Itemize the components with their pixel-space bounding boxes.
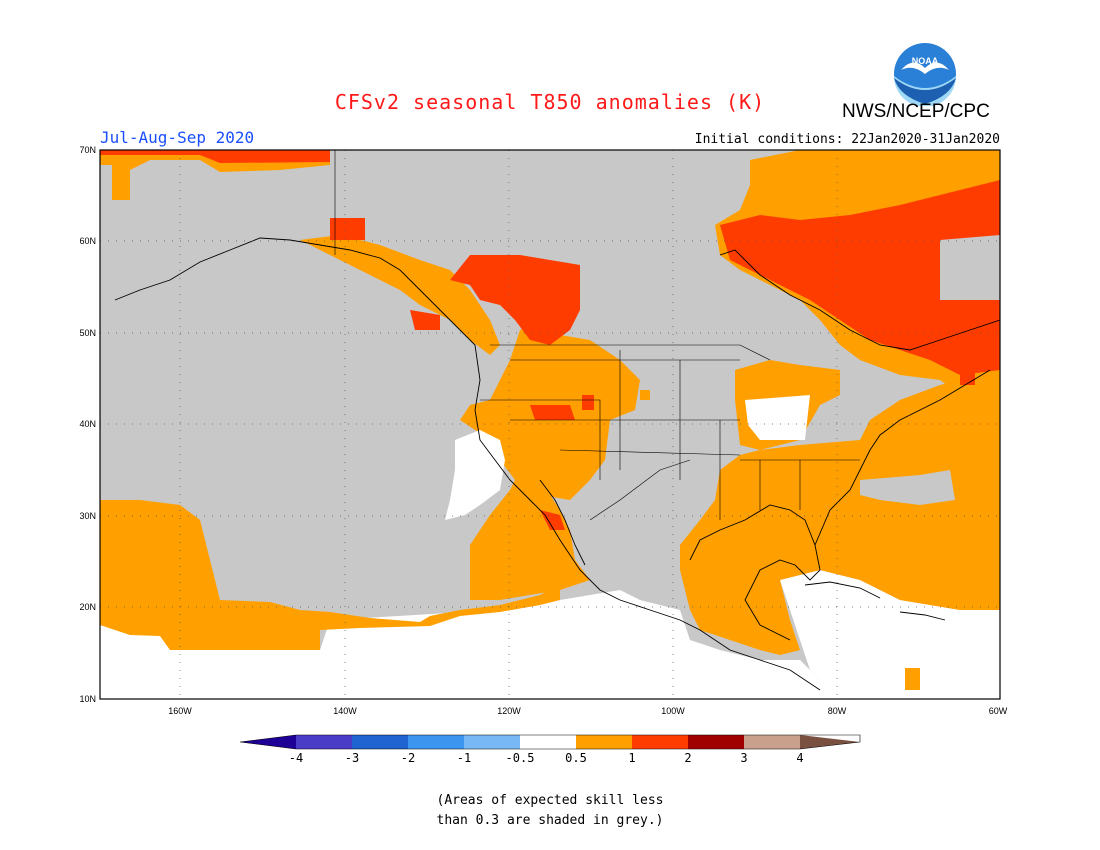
colorbar-label-minus4: -4	[289, 751, 303, 765]
hot-beaufort	[100, 150, 330, 163]
colorbar-swatch-4	[464, 735, 520, 749]
near-normal-caribbean	[780, 570, 1000, 699]
lon-tick-80w: 80W	[828, 706, 847, 716]
colorbar-label-1: 1	[628, 751, 635, 765]
initial-conditions-label: Initial conditions: 22Jan2020-31Jan2020	[694, 132, 1000, 147]
hot-bc-coast	[410, 310, 440, 330]
colorbar-swatch-7	[632, 735, 688, 749]
hot-gulf-alaska	[330, 218, 365, 240]
colorbar-swatch-6	[576, 735, 632, 749]
colorbar-swatch-9	[744, 735, 800, 749]
footnote-line-1: (Areas of expected skill less	[436, 793, 664, 808]
no-skill-labrador	[940, 235, 1000, 300]
hot-hudson-bay	[720, 180, 1000, 375]
colorbar-label-2: 2	[684, 751, 691, 765]
lat-tick-70: 70N	[79, 145, 96, 155]
colorbar-label-minus0-5: -0.5	[506, 751, 535, 765]
lat-tick-60: 60N	[79, 236, 96, 246]
logo-text: NOAA	[912, 56, 939, 66]
hot-alberta	[450, 255, 580, 345]
no-skill-atlantic	[860, 470, 955, 505]
coastlines	[114, 237, 1000, 691]
colorbar-label-minus2: -2	[401, 751, 415, 765]
lon-tick-140w: 140W	[333, 706, 357, 716]
lon-tick-60w: 60W	[989, 706, 1008, 716]
lon-tick-100w: 100W	[661, 706, 685, 716]
lat-axis: 70N 60N 50N 40N 30N 20N 10N	[79, 145, 96, 704]
lat-tick-20: 20N	[79, 602, 96, 612]
warm-southeast	[680, 380, 1000, 655]
period-label: Jul-Aug-Sep 2020	[100, 128, 255, 147]
colorbar-swatch-8	[688, 735, 744, 749]
near-normal-california	[445, 430, 505, 520]
footnote-line-2: than 0.3 are shaded in grey.)	[436, 813, 664, 828]
warm-venezuela-cell	[905, 668, 920, 690]
lon-tick-160w: 160W	[168, 706, 192, 716]
hot-utah	[582, 395, 594, 410]
noaa-logo: NOAA	[894, 43, 956, 106]
lat-tick-30: 30N	[79, 511, 96, 521]
colorbar-swatch-5	[520, 735, 576, 749]
colorbar-swatch-2	[352, 735, 408, 749]
boundaries	[334, 150, 860, 521]
lon-tick-120w: 120W	[497, 706, 521, 716]
colorbar-label-minus1: -1	[457, 751, 471, 765]
warm-baja	[470, 470, 590, 600]
near-normal-great-lakes	[745, 395, 810, 440]
warm-pacific-south	[100, 500, 560, 650]
colorbar-label-4: 4	[796, 751, 803, 765]
lat-tick-10: 10N	[79, 694, 96, 704]
colorbar-label-3: 3	[740, 751, 747, 765]
color-bar: -4 -3 -2 -1 -0.5 0.5 1 2 3 4	[239, 734, 861, 765]
colorbar-left-arrow	[240, 735, 296, 749]
colorbar-label-0-5: 0.5	[565, 751, 587, 765]
agency-label: NWS/NCEP/CPC	[842, 101, 990, 122]
colorbar-right-arrow	[800, 735, 860, 749]
anomaly-map: 70N 60N 50N 40N 30N 20N 10N 160W 140W 12…	[79, 145, 1008, 716]
colorbar-label-minus3: -3	[345, 751, 359, 765]
map-title: CFSv2 seasonal T850 anomalies (K)	[334, 90, 766, 114]
lat-tick-50: 50N	[79, 328, 96, 338]
colorbar-swatch-1	[296, 735, 352, 749]
lon-axis: 160W 140W 120W 100W 80W 60W	[168, 706, 1008, 716]
warm-nw-coast	[300, 235, 500, 355]
hot-gulf-california	[540, 510, 565, 530]
hot-great-basin	[530, 405, 575, 420]
lat-tick-40: 40N	[79, 419, 96, 429]
near-normal-south	[100, 590, 850, 699]
colorbar-swatch-3	[408, 735, 464, 749]
map-frame	[99, 149, 1001, 700]
warm-nebraska-cell	[640, 390, 650, 400]
